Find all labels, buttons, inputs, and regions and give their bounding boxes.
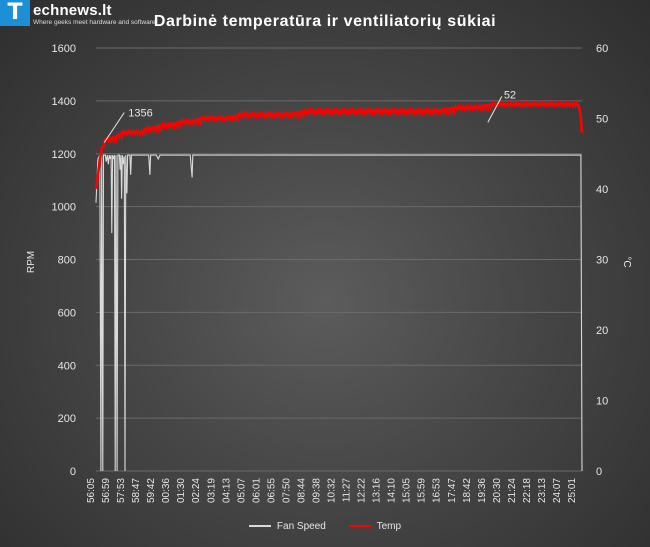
y2-axis-title: °C <box>621 256 632 267</box>
x-tick-label: 09:38 <box>311 478 322 503</box>
y-tick-label: 200 <box>58 413 76 425</box>
y2-tick-label: 10 <box>596 396 608 408</box>
x-tick-label: 01:30 <box>176 478 187 503</box>
site-logo: T echnews.lt Where geeks meet hardware a… <box>0 0 160 30</box>
legend-swatch-fan <box>248 525 271 527</box>
y-axis-title: RPM <box>26 251 37 273</box>
logo-tagline: Where geeks meet hardware and software <box>33 19 156 26</box>
legend-item-fan: Fan Speed <box>248 520 326 532</box>
series-band-temp <box>106 100 579 144</box>
x-tick-label: 58:47 <box>131 478 142 503</box>
series-line-temp <box>94 103 584 190</box>
x-tick-label: 12:22 <box>357 478 368 503</box>
x-tick-label: 13:16 <box>372 478 383 503</box>
logo-name: echnews.lt <box>33 2 112 19</box>
x-tick-label: 14:10 <box>387 478 398 503</box>
series-line-fan-speed <box>95 154 583 472</box>
y2-tick-label: 30 <box>596 255 608 267</box>
y-tick-label: 600 <box>58 307 76 319</box>
x-tick-label: 05:07 <box>236 478 247 503</box>
x-tick-label: 56:05 <box>86 478 97 503</box>
x-tick-label: 00:36 <box>161 478 172 503</box>
y-tick-label: 400 <box>58 360 76 372</box>
y2-tick-label: 0 <box>596 466 602 478</box>
x-tick-label: 23:13 <box>537 478 548 503</box>
x-tick-label: 21:24 <box>507 478 518 503</box>
y-tick-label: 1000 <box>52 202 76 214</box>
y2-tick-label: 50 <box>596 114 608 126</box>
x-tick-label: 10:32 <box>327 478 338 503</box>
x-tick-label: 18:42 <box>462 478 473 503</box>
x-tick-label: 59:42 <box>146 478 157 503</box>
logo-letter: T <box>0 0 30 26</box>
x-tick-label: 11:27 <box>342 478 353 503</box>
x-tick-label: 02:24 <box>191 478 202 503</box>
legend-label-temp: Temp <box>376 520 402 532</box>
x-tick-label: 25:01 <box>567 478 578 503</box>
annotation-leader <box>487 96 503 123</box>
x-tick-label: 08:44 <box>296 478 307 503</box>
x-tick-label: 16:53 <box>432 478 443 503</box>
y2-tick-label: 20 <box>596 325 608 337</box>
annotation-leader <box>103 112 125 143</box>
y-tick-label: 800 <box>58 255 76 267</box>
x-tick-label: 56:59 <box>101 478 112 503</box>
chart-title: Darbinė temperatūra ir ventiliatorių sūk… <box>153 13 497 30</box>
x-tick-label: 22:18 <box>522 478 533 503</box>
x-tick-label: 15:59 <box>417 478 428 503</box>
y-tick-label: 1400 <box>52 96 76 108</box>
annotation-label: 52 <box>504 89 516 101</box>
x-tick-label: 06:01 <box>251 478 262 503</box>
y-tick-label: 1200 <box>52 149 76 161</box>
x-tick-label: 20:30 <box>492 478 503 503</box>
legend-label-fan: Fan Speed <box>276 520 326 532</box>
legend-swatch-temp <box>348 525 371 527</box>
legend: Fan Speed Temp <box>0 519 650 532</box>
x-tick-label: 24:07 <box>552 478 563 503</box>
x-tick-label: 06:55 <box>266 478 277 503</box>
x-tick-label: 03:19 <box>206 478 217 503</box>
x-tick-label: 17:47 <box>447 478 458 503</box>
annotation-label: 1356 <box>128 108 152 120</box>
x-tick-label: 57:53 <box>116 478 127 503</box>
x-tick-label: 15:05 <box>402 478 413 503</box>
x-tick-label: 07:50 <box>281 478 292 503</box>
y2-tick-label: 40 <box>596 184 608 196</box>
y-tick-label: 0 <box>70 466 76 478</box>
x-tick-label: 04:13 <box>221 478 232 503</box>
legend-item-temp: Temp <box>348 520 402 532</box>
y2-tick-label: 60 <box>596 43 608 55</box>
y-tick-label: 1600 <box>52 43 76 55</box>
x-tick-label: 19:36 <box>477 478 488 503</box>
